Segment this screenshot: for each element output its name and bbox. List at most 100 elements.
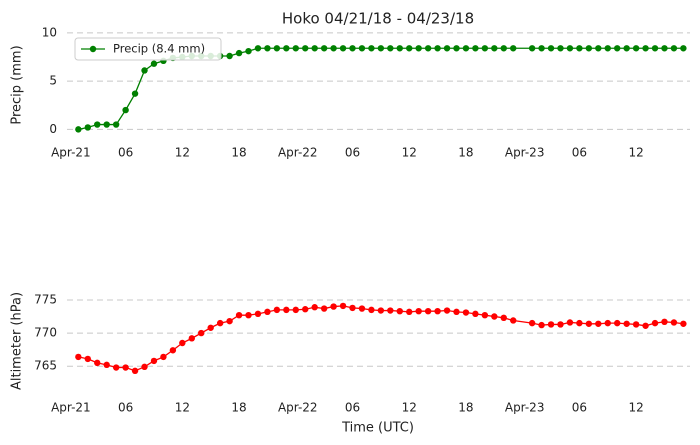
y-tick-label: 5 — [49, 74, 57, 88]
x-tick-label: 18 — [458, 401, 473, 415]
data-point — [207, 324, 214, 331]
legend-label: Precip (8.4 mm) — [113, 42, 205, 56]
x-tick-label: 06 — [572, 401, 587, 415]
data-point — [216, 319, 224, 327]
x-tick-label: 18 — [458, 146, 473, 160]
data-point — [387, 45, 394, 52]
data-point — [226, 52, 233, 60]
data-point — [169, 347, 177, 354]
data-point — [472, 310, 479, 318]
x-tick-label: 06 — [572, 146, 587, 160]
data-point — [415, 308, 422, 315]
x-tick-label: Apr-22 — [278, 401, 318, 415]
data-point — [595, 45, 602, 52]
data-point — [302, 306, 309, 313]
data-point — [680, 45, 687, 52]
data-point — [585, 320, 593, 327]
legend-swatch — [89, 45, 97, 53]
data-point — [500, 45, 507, 52]
x-tick-label: 12 — [628, 401, 643, 415]
data-point — [481, 311, 489, 319]
x-tick-label: 12 — [175, 146, 190, 160]
data-point — [349, 304, 356, 312]
data-point — [198, 329, 205, 337]
data-point — [670, 319, 678, 326]
data-point — [283, 306, 290, 314]
y-axis-label: Precip (mm) — [10, 45, 25, 124]
data-point — [179, 339, 186, 347]
data-point — [368, 306, 375, 314]
data-point — [292, 45, 299, 52]
data-point — [528, 319, 536, 327]
x-tick-label: Apr-23 — [505, 146, 545, 160]
data-point — [122, 106, 129, 114]
data-point — [94, 121, 101, 128]
data-point — [84, 355, 91, 363]
data-point — [614, 45, 621, 52]
data-point — [566, 45, 574, 52]
data-point — [358, 45, 366, 52]
data-point — [557, 45, 564, 52]
data-point — [576, 319, 583, 327]
data-point — [424, 308, 432, 315]
data-point — [396, 45, 403, 52]
legend-box — [74, 37, 222, 61]
data-point — [661, 45, 668, 52]
data-point — [585, 45, 593, 52]
data-point — [339, 302, 347, 310]
data-point — [131, 367, 139, 375]
x-tick-label: Apr-21 — [51, 401, 91, 415]
data-point — [500, 314, 507, 322]
x-tick-label: 06 — [345, 401, 360, 415]
data-point — [311, 304, 318, 311]
data-point — [424, 45, 432, 52]
y-tick-label: 10 — [42, 25, 57, 39]
data-point — [245, 311, 252, 319]
data-point — [604, 319, 611, 327]
data-point — [547, 45, 555, 52]
data-point — [623, 45, 630, 52]
x-tick-label: 12 — [175, 401, 190, 415]
data-point — [235, 311, 243, 319]
data-point — [491, 45, 498, 52]
data-point — [623, 320, 630, 327]
data-point — [75, 353, 82, 361]
data-point — [406, 308, 413, 316]
x-axis-label: Time (UTC) — [341, 421, 414, 436]
data-point — [510, 317, 517, 324]
data-point — [642, 45, 649, 52]
data-point — [406, 45, 413, 52]
data-point — [557, 321, 564, 328]
data-point — [273, 306, 281, 314]
data-point — [547, 321, 555, 328]
x-tick-label: 18 — [231, 146, 246, 160]
x-tick-label: 12 — [628, 146, 643, 160]
x-tick-label: 18 — [231, 401, 246, 415]
data-point — [292, 306, 299, 314]
data-point — [141, 67, 148, 74]
data-point — [358, 305, 366, 312]
x-tick-label: 06 — [118, 146, 133, 160]
data-point — [160, 353, 167, 361]
data-point — [481, 45, 489, 52]
data-point — [415, 45, 422, 52]
data-point — [103, 361, 110, 369]
data-point — [349, 45, 356, 52]
data-point — [283, 45, 290, 52]
data-point — [434, 45, 441, 52]
data-point — [614, 319, 621, 327]
data-point — [538, 321, 545, 329]
data-point — [131, 90, 139, 97]
data-point — [150, 357, 158, 365]
y-tick-label: 0 — [49, 122, 57, 136]
data-point — [320, 305, 328, 312]
data-point — [273, 45, 281, 52]
data-point — [632, 321, 640, 328]
data-point — [604, 45, 611, 52]
data-point — [112, 364, 120, 371]
data-point — [576, 45, 583, 52]
data-point — [443, 307, 451, 314]
data-point — [595, 320, 602, 327]
data-point — [254, 310, 262, 318]
